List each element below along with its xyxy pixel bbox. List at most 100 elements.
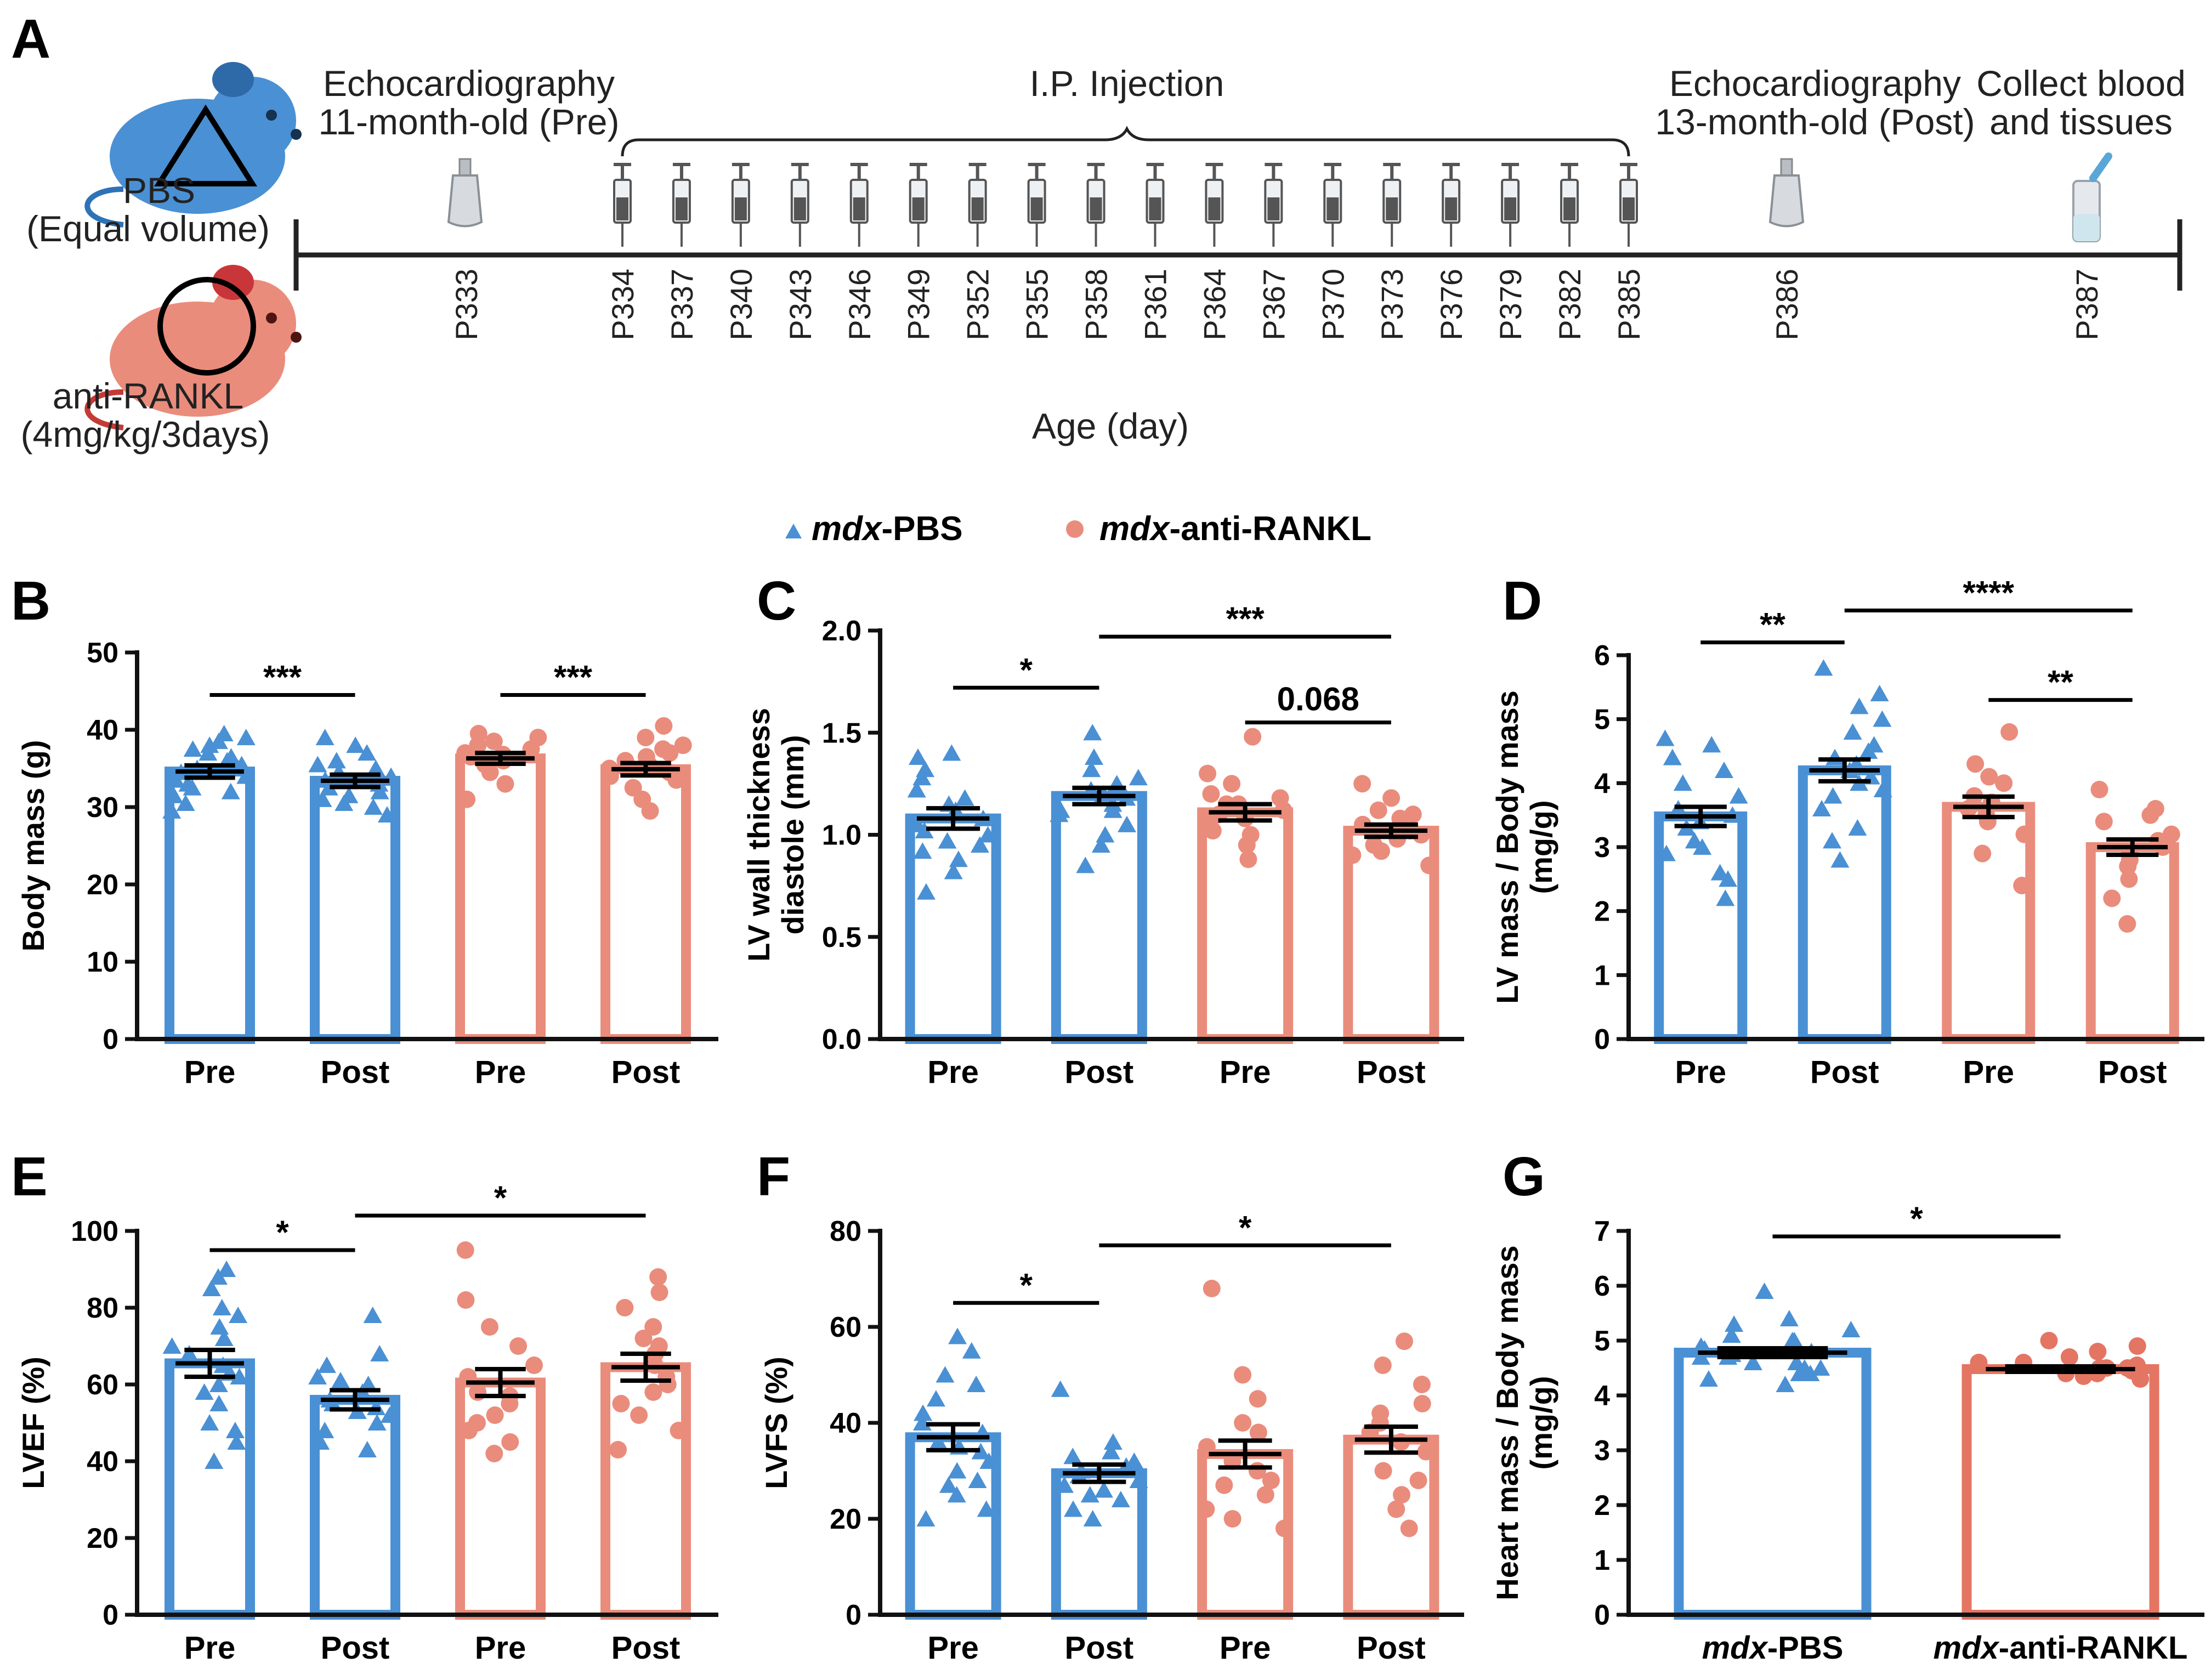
data-point-triangle bbox=[358, 1441, 377, 1457]
data-point-circle bbox=[1215, 1476, 1233, 1494]
data-point-triangle bbox=[366, 759, 385, 776]
y-tick-label: 3 bbox=[1594, 832, 1610, 864]
data-point-circle bbox=[654, 740, 672, 758]
data-point-circle bbox=[2000, 723, 2019, 741]
data-point-circle bbox=[1413, 1395, 1431, 1412]
y-tick-label: 30 bbox=[87, 792, 118, 824]
syringe-fluid bbox=[675, 197, 688, 220]
data-point-circle bbox=[1980, 768, 1998, 786]
data-point-circle bbox=[529, 729, 547, 747]
legend-triangle-icon bbox=[785, 524, 802, 538]
data-point-triangle bbox=[948, 1462, 967, 1479]
echo-post-subtitle: 13-month-old (Post) bbox=[1655, 101, 1975, 142]
y-axis-title: diastole (mm) bbox=[775, 735, 810, 934]
y-tick-label: 5 bbox=[1594, 704, 1610, 736]
data-point-triangle bbox=[1870, 685, 1889, 701]
x-category-label: Pre bbox=[1963, 1054, 2014, 1090]
data-point-triangle bbox=[162, 802, 182, 819]
injection-brace bbox=[621, 126, 1630, 157]
data-point-circle bbox=[2015, 825, 2033, 843]
syringe-fluid bbox=[1386, 197, 1398, 220]
data-point-triangle bbox=[1776, 1376, 1795, 1392]
day-tick-label: P382 bbox=[1552, 269, 1587, 340]
syringe-fluid bbox=[1267, 197, 1280, 220]
data-point-triangle bbox=[929, 1433, 948, 1450]
data-point-triangle bbox=[1779, 1310, 1799, 1326]
data-point-triangle bbox=[380, 1406, 399, 1423]
x-category-label: Post bbox=[1065, 1054, 1134, 1090]
data-point-triangle bbox=[227, 1433, 246, 1450]
data-point-circle bbox=[600, 759, 619, 777]
data-point-triangle bbox=[977, 1500, 996, 1517]
panel-label-e: E bbox=[11, 1146, 48, 1207]
data-point-triangle bbox=[1080, 1486, 1099, 1503]
legend-rankl: mdx-anti-RANKL bbox=[1099, 510, 1371, 548]
data-point-circle bbox=[660, 763, 678, 781]
data-point-circle bbox=[1203, 1280, 1221, 1297]
data-point-triangle bbox=[1084, 748, 1103, 765]
syringe-fluid bbox=[1030, 197, 1043, 220]
data-point-circle bbox=[1197, 1500, 1215, 1518]
ultrasound-probe-icon bbox=[1768, 158, 1805, 228]
rankl-sub-label: (4mg/kg/3days) bbox=[21, 414, 270, 455]
data-point-triangle bbox=[1083, 1510, 1102, 1526]
data-point-circle bbox=[1199, 764, 1217, 782]
syringe-icon bbox=[672, 163, 691, 247]
y-tick-label: 2 bbox=[1594, 1490, 1610, 1522]
data-point-circle bbox=[1970, 1354, 1988, 1371]
syringe-icon bbox=[1146, 163, 1165, 247]
data-point-triangle bbox=[1811, 1359, 1830, 1376]
y-tick-label: 1.5 bbox=[822, 717, 861, 749]
data-point-circle bbox=[1400, 1519, 1418, 1537]
syringe-fluid bbox=[1208, 197, 1221, 220]
data-point-circle bbox=[609, 1441, 627, 1458]
x-category-label: Pre bbox=[184, 1054, 236, 1090]
data-point-triangle bbox=[1656, 729, 1675, 746]
day-tick-label: P337 bbox=[665, 269, 699, 340]
collection-tube-icon bbox=[2072, 152, 2112, 242]
y-tick-label: 40 bbox=[87, 714, 118, 746]
data-point-triangle bbox=[1096, 826, 1115, 843]
y-tick-label: 0 bbox=[103, 1599, 118, 1631]
data-point-triangle bbox=[377, 806, 396, 823]
data-point-circle bbox=[644, 1318, 662, 1336]
syringe-fluid bbox=[1090, 197, 1102, 220]
x-category-label: Pre bbox=[184, 1630, 236, 1666]
y-tick-label: 0.5 bbox=[822, 922, 861, 953]
data-point-triangle bbox=[936, 1366, 955, 1383]
data-point-triangle bbox=[926, 1390, 945, 1407]
data-point-triangle bbox=[346, 736, 365, 753]
data-point-circle bbox=[650, 1337, 668, 1355]
data-point-triangle bbox=[979, 1452, 999, 1469]
data-point-circle bbox=[1374, 1462, 1392, 1480]
syringe-fluid bbox=[1445, 197, 1458, 220]
data-point-circle bbox=[1223, 1510, 1241, 1528]
data-point-triangle bbox=[1830, 851, 1850, 868]
data-point-circle bbox=[630, 1406, 648, 1424]
x-category-label: mdx-anti-RANKL bbox=[1934, 1630, 2188, 1666]
data-point-circle bbox=[650, 1284, 668, 1301]
data-point-circle bbox=[469, 1383, 487, 1401]
data-point-circle bbox=[1241, 826, 1260, 844]
y-tick-label: 1 bbox=[1594, 1545, 1610, 1576]
panel-f-chart: 0 20 40 60 80 LVFS (%) Pre Post Pre Post * * bbox=[759, 1209, 1464, 1666]
pbs-sub-label: (Equal volume) bbox=[26, 208, 270, 249]
day-tick-label: P333 bbox=[449, 269, 484, 340]
data-point-circle bbox=[1369, 801, 1387, 819]
data-point-triangle bbox=[202, 1280, 221, 1296]
data-point-circle bbox=[616, 1299, 634, 1316]
data-point-triangle bbox=[916, 760, 935, 777]
significance-label: *** bbox=[263, 659, 302, 696]
data-point-circle bbox=[1223, 775, 1241, 793]
data-point-triangle bbox=[971, 1443, 990, 1460]
data-point-triangle bbox=[1722, 1326, 1741, 1343]
data-point-circle bbox=[525, 1357, 543, 1374]
y-tick-label: 0 bbox=[1594, 1599, 1610, 1631]
x-category-rest: -PBS bbox=[1767, 1630, 1844, 1666]
data-point-triangle bbox=[1692, 1337, 1711, 1354]
y-tick-label: 5 bbox=[1594, 1325, 1610, 1357]
data-point-triangle bbox=[315, 1422, 335, 1438]
pbs-label: PBS bbox=[123, 170, 195, 211]
data-point-circle bbox=[1374, 1357, 1392, 1374]
